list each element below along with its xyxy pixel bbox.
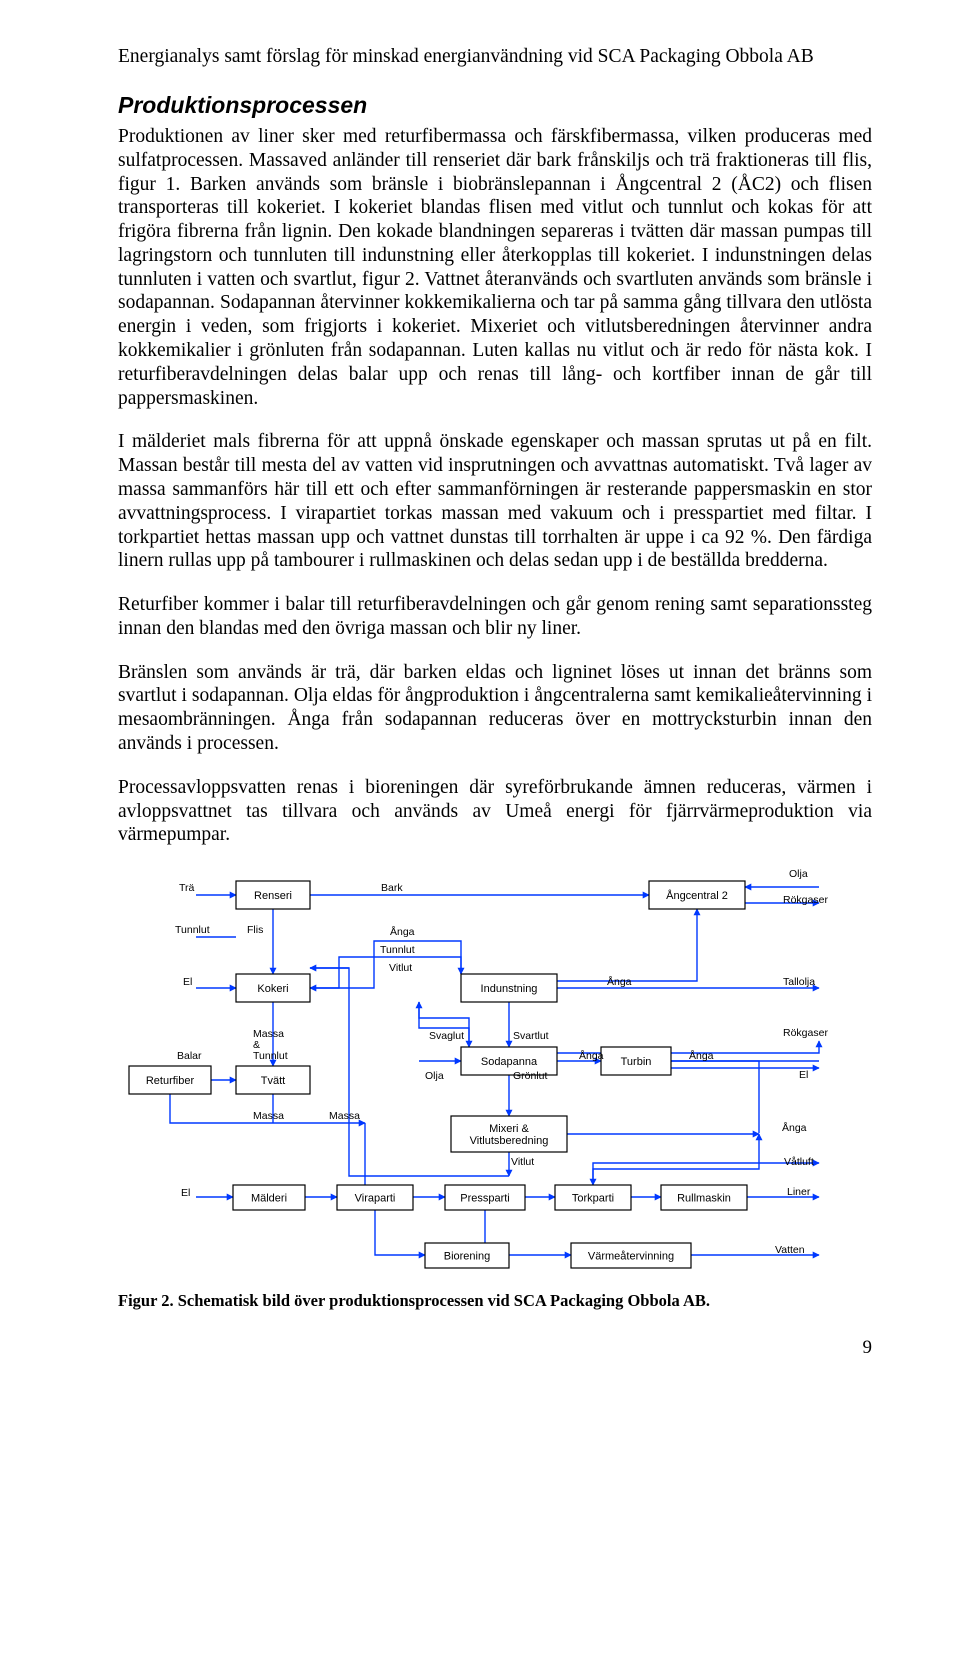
svg-text:Tunnlut: Tunnlut — [253, 1050, 288, 1062]
svg-text:Mixeri &: Mixeri & — [489, 1123, 529, 1135]
svg-text:Pressparti: Pressparti — [460, 1193, 510, 1205]
svg-text:Indunstning: Indunstning — [481, 983, 538, 995]
svg-text:Ånga: Ånga — [782, 1121, 807, 1134]
svg-text:Vitlutsberedning: Vitlutsberedning — [470, 1135, 549, 1147]
svg-text:Vitlut: Vitlut — [389, 962, 412, 974]
svg-text:Tallolja: Tallolja — [783, 976, 815, 988]
svg-text:Ånga: Ånga — [579, 1049, 604, 1062]
svg-text:Rullmaskin: Rullmaskin — [677, 1193, 731, 1205]
svg-text:Tunnlut: Tunnlut — [175, 924, 210, 936]
para-5: Processavloppsvatten renas i bioreningen… — [118, 776, 872, 847]
para-1: Produktionen av liner sker med returfibe… — [118, 125, 872, 410]
svg-text:Vatten: Vatten — [775, 1244, 805, 1256]
para-4: Bränslen som används är trä, där barken … — [118, 661, 872, 756]
svg-text:Grönlut: Grönlut — [513, 1070, 548, 1082]
svg-text:Tunnlut: Tunnlut — [380, 944, 415, 956]
svg-text:Returfiber: Returfiber — [146, 1075, 195, 1087]
svg-text:Renseri: Renseri — [254, 890, 292, 902]
svg-text:Biorening: Biorening — [444, 1251, 490, 1263]
svg-text:Liner: Liner — [787, 1186, 811, 1198]
svg-text:Kokeri: Kokeri — [257, 983, 288, 995]
process-flowchart: Renseri Ångcentral 2 Kokeri Indunstning Soda… — [119, 863, 871, 1281]
section-title: Produktionsprocessen — [118, 92, 872, 119]
svg-text:Olja: Olja — [425, 1070, 444, 1082]
svg-text:Våtluft: Våtluft — [784, 1156, 814, 1168]
svg-text:Ångcentral 2: Ångcentral 2 — [666, 889, 728, 902]
svg-text:Torkparti: Torkparti — [572, 1193, 614, 1205]
svg-text:Mälderi: Mälderi — [251, 1193, 287, 1205]
figure-caption: Figur 2. Schematisk bild över produktion… — [118, 1291, 872, 1311]
svg-text:Svaglut: Svaglut — [429, 1030, 464, 1042]
svg-text:Svartlut: Svartlut — [513, 1030, 549, 1042]
svg-text:Ånga: Ånga — [607, 975, 632, 988]
svg-text:Balar: Balar — [177, 1050, 202, 1062]
svg-text:Sodapanna: Sodapanna — [481, 1056, 538, 1068]
svg-text:Ånga: Ånga — [689, 1049, 714, 1062]
running-head: Energianalys samt förslag för minskad en… — [118, 46, 872, 68]
svg-text:El: El — [183, 976, 192, 988]
svg-text:Rökgaser: Rökgaser — [783, 894, 828, 906]
svg-text:Värmeåtervinning: Värmeåtervinning — [588, 1251, 674, 1263]
page-number: 9 — [118, 1337, 872, 1359]
svg-text:Massa: Massa — [329, 1110, 360, 1122]
svg-text:Massa: Massa — [253, 1110, 284, 1122]
svg-text:El: El — [181, 1187, 190, 1199]
svg-text:Viraparti: Viraparti — [355, 1193, 396, 1205]
svg-text:Rökgaser: Rökgaser — [783, 1027, 828, 1039]
svg-text:El: El — [799, 1069, 808, 1081]
svg-text:Tvätt: Tvätt — [261, 1075, 285, 1087]
para-2: I mälderiet mals fibrerna för att uppnå … — [118, 430, 872, 573]
para-3: Returfiber kommer i balar till returfibe… — [118, 593, 872, 641]
svg-text:Turbin: Turbin — [621, 1056, 652, 1068]
svg-text:Flis: Flis — [247, 924, 263, 936]
svg-text:Bark: Bark — [381, 882, 403, 894]
svg-text:Olja: Olja — [789, 868, 808, 880]
svg-text:Trä: Trä — [179, 882, 195, 894]
svg-text:Ånga: Ånga — [390, 925, 415, 938]
svg-text:Vitlut: Vitlut — [511, 1156, 534, 1168]
